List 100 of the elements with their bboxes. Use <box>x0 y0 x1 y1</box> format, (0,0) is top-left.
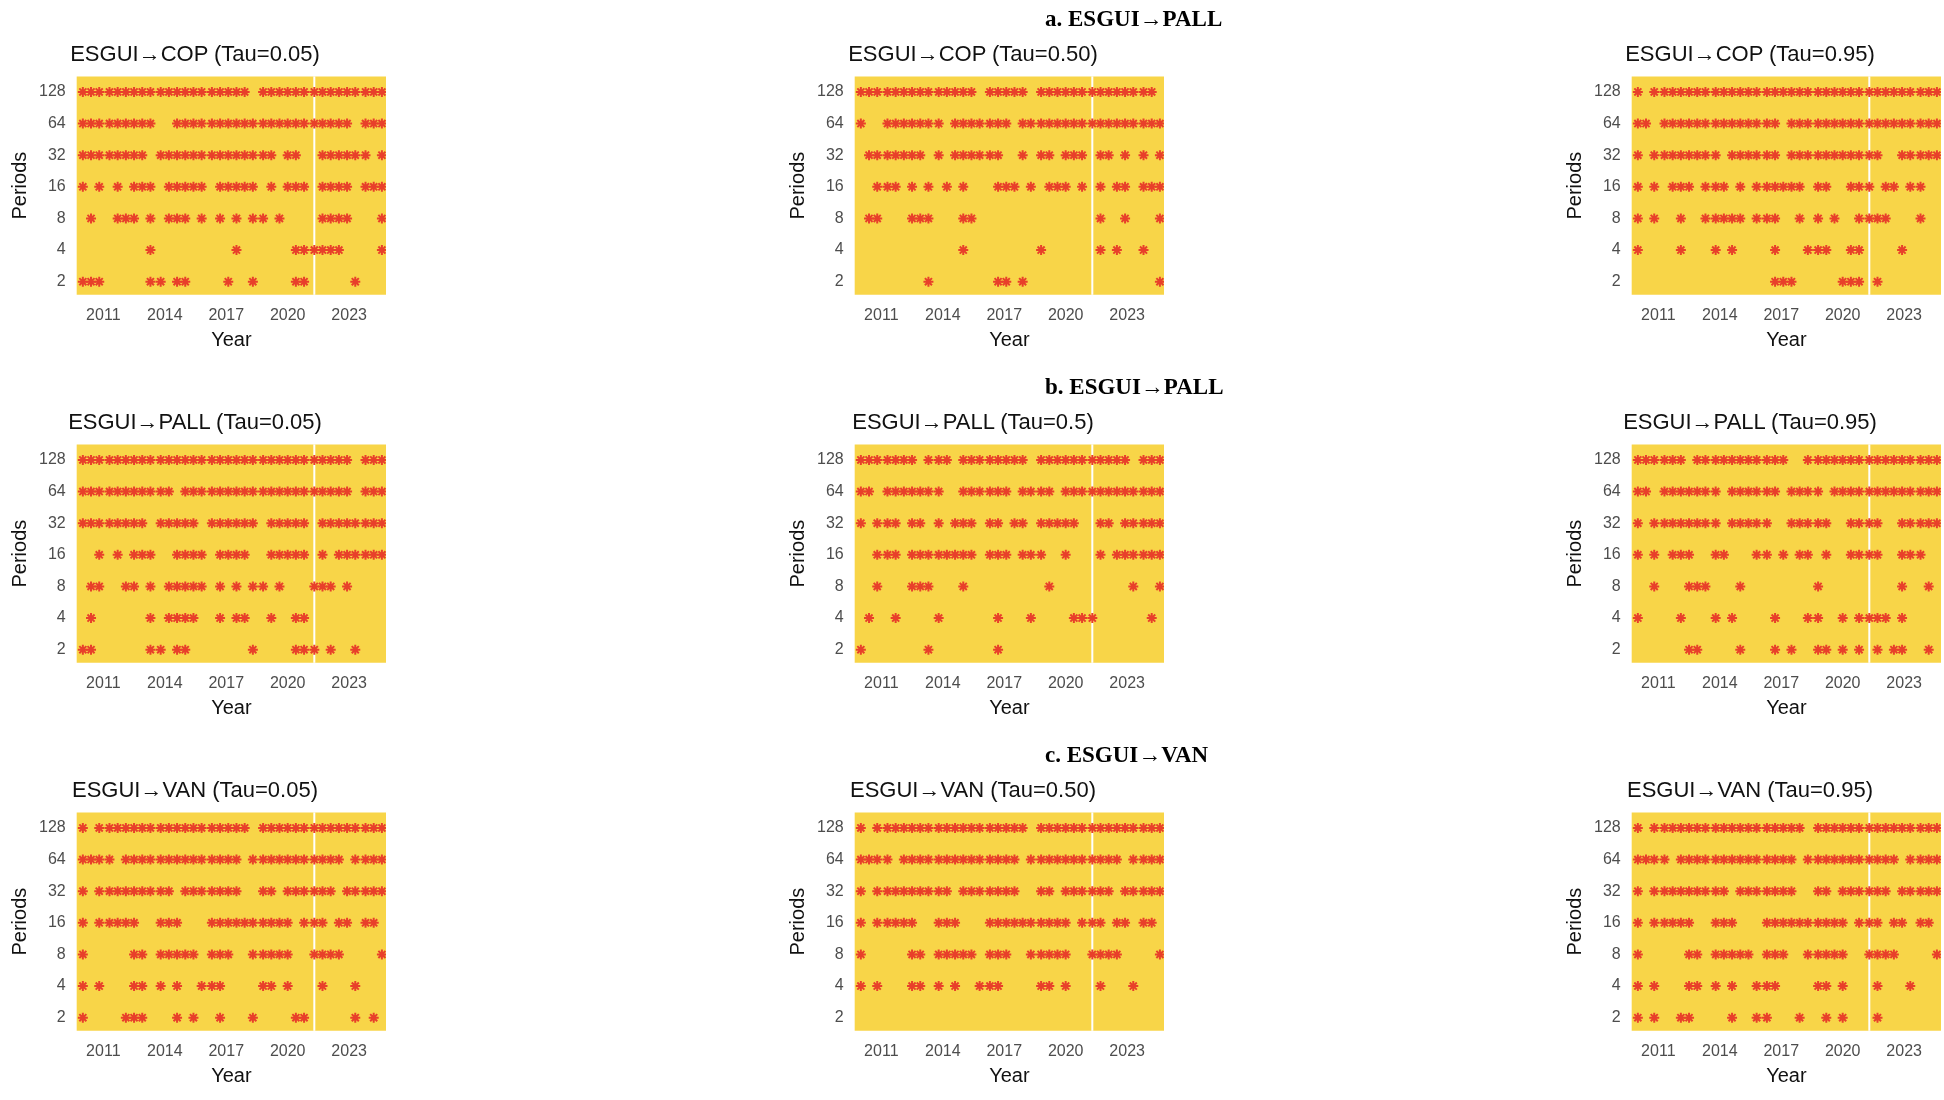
point <box>1863 548 1876 561</box>
point <box>957 517 970 530</box>
point <box>1871 948 1884 961</box>
point <box>992 643 1005 656</box>
point <box>1683 180 1696 193</box>
y-tick-label: 16 <box>1602 913 1621 931</box>
y-tick-label: 16 <box>47 913 66 931</box>
point <box>1094 916 1107 929</box>
point <box>230 149 243 162</box>
point <box>1904 885 1917 898</box>
point <box>1137 149 1150 162</box>
point <box>871 853 884 866</box>
point <box>316 548 329 561</box>
point <box>1094 117 1107 130</box>
x-tick-label: 2011 <box>864 1041 899 1059</box>
point <box>1836 485 1849 498</box>
point <box>230 580 243 593</box>
point <box>144 580 157 593</box>
point <box>375 212 386 225</box>
point <box>889 916 902 929</box>
point <box>298 548 311 561</box>
point <box>1709 149 1722 162</box>
y-tick-label: 2 <box>56 272 66 290</box>
point <box>1853 643 1866 656</box>
point <box>1051 916 1064 929</box>
point <box>983 948 996 961</box>
point <box>1734 149 1747 162</box>
x-axis-title: Year <box>1766 1063 1807 1086</box>
y-tick-label: 32 <box>1602 881 1621 899</box>
point <box>983 916 996 929</box>
point <box>965 948 978 961</box>
point <box>1863 853 1876 866</box>
y-tick-label: 2 <box>834 272 844 290</box>
point <box>914 485 927 498</box>
point <box>889 548 902 561</box>
point <box>1000 885 1013 898</box>
point <box>914 212 927 225</box>
point <box>1137 485 1150 498</box>
point <box>171 1011 184 1024</box>
point <box>1008 885 1021 898</box>
point <box>1119 180 1132 193</box>
point <box>1094 885 1107 898</box>
point <box>246 580 259 593</box>
point <box>76 517 89 530</box>
point <box>246 948 259 961</box>
point <box>965 485 978 498</box>
point <box>1769 212 1782 225</box>
point <box>103 853 116 866</box>
point <box>1726 916 1739 929</box>
point <box>246 212 259 225</box>
point <box>1127 548 1140 561</box>
point <box>1793 117 1806 130</box>
y-axis-title: Periods <box>7 519 30 588</box>
point <box>281 149 294 162</box>
point <box>265 948 278 961</box>
point <box>1699 117 1712 130</box>
point <box>144 180 157 193</box>
point <box>1734 212 1747 225</box>
point <box>324 643 337 656</box>
point <box>230 212 243 225</box>
point <box>273 517 286 530</box>
point <box>341 117 354 130</box>
point <box>273 485 286 498</box>
point <box>1836 853 1849 866</box>
point <box>281 853 294 866</box>
point <box>349 149 362 162</box>
point <box>316 180 329 193</box>
point <box>1137 885 1150 898</box>
point <box>932 916 945 929</box>
point <box>1094 853 1107 866</box>
point <box>359 548 372 561</box>
point <box>1145 885 1158 898</box>
point <box>1769 643 1782 656</box>
text: c. ESGUI→VAN <box>1045 742 1209 768</box>
point <box>1734 643 1747 656</box>
point <box>1760 212 1773 225</box>
point <box>922 853 935 866</box>
point <box>1127 517 1140 530</box>
chart-title: ESGUI→VAN (Tau=0.05) <box>72 777 318 803</box>
point <box>906 916 919 929</box>
point <box>922 548 935 561</box>
point <box>375 149 386 162</box>
point <box>1094 212 1107 225</box>
point <box>1922 517 1935 530</box>
point <box>179 180 192 193</box>
point <box>881 117 894 130</box>
point <box>932 885 945 898</box>
point <box>1666 885 1679 898</box>
point <box>324 485 337 498</box>
point <box>914 580 927 593</box>
point <box>359 853 372 866</box>
y-tick-label: 64 <box>825 113 844 131</box>
point <box>1043 485 1056 498</box>
point <box>187 117 200 130</box>
point <box>871 548 884 561</box>
point <box>1137 517 1150 530</box>
point <box>1887 916 1900 929</box>
x-tick-label: 2011 <box>864 305 899 323</box>
point <box>1760 885 1773 898</box>
point <box>932 853 945 866</box>
